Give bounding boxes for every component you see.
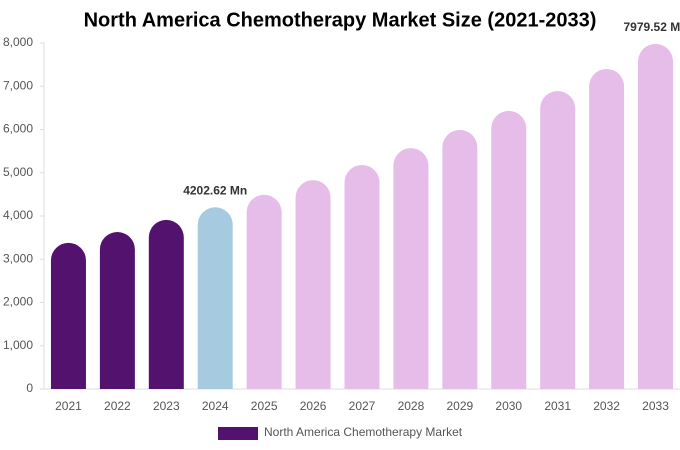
y-tick-label: 7,000 (3, 78, 33, 92)
bar (589, 68, 625, 389)
x-tick-label: 2022 (104, 399, 131, 413)
y-tick-label: 3,000 (3, 251, 33, 265)
bar (540, 91, 576, 389)
bar (442, 129, 478, 389)
bar (393, 148, 429, 389)
bar (638, 43, 674, 389)
x-tick-label: 2031 (544, 399, 571, 413)
bar (50, 242, 86, 389)
bar (344, 164, 380, 389)
x-tick-label: 2026 (300, 399, 327, 413)
y-tick-label: 6,000 (3, 122, 33, 136)
x-tick-label: 2033 (642, 399, 669, 413)
y-tick-label: 2,000 (3, 295, 33, 309)
bar (246, 194, 282, 389)
legend-label: North America Chemotherapy Market (264, 425, 463, 439)
bar (197, 207, 233, 389)
x-tick-label: 2023 (153, 399, 180, 413)
value-label: 7979.52 Mn (624, 20, 680, 34)
y-tick-label: 8,000 (3, 35, 33, 49)
bar (99, 232, 135, 389)
x-tick-label: 2021 (55, 399, 82, 413)
y-tick-label: 4,000 (3, 208, 33, 222)
x-tick-label: 2027 (349, 399, 376, 413)
value-label: 4202.62 Mn (183, 183, 247, 197)
bar (491, 110, 527, 389)
y-tick-label: 0 (26, 381, 33, 395)
x-tick-label: 2025 (251, 399, 278, 413)
x-tick-label: 2030 (495, 399, 522, 413)
y-tick-label: 1,000 (3, 338, 33, 352)
x-tick-label: 2032 (593, 399, 620, 413)
x-tick-label: 2028 (398, 399, 425, 413)
x-tick-label: 2029 (446, 399, 473, 413)
legend-swatch (218, 427, 258, 440)
bar (295, 180, 331, 389)
bar (148, 219, 184, 389)
chart-title: North America Chemotherapy Market Size (… (84, 9, 597, 31)
x-tick-label: 2024 (202, 399, 229, 413)
y-tick-label: 5,000 (3, 165, 33, 179)
